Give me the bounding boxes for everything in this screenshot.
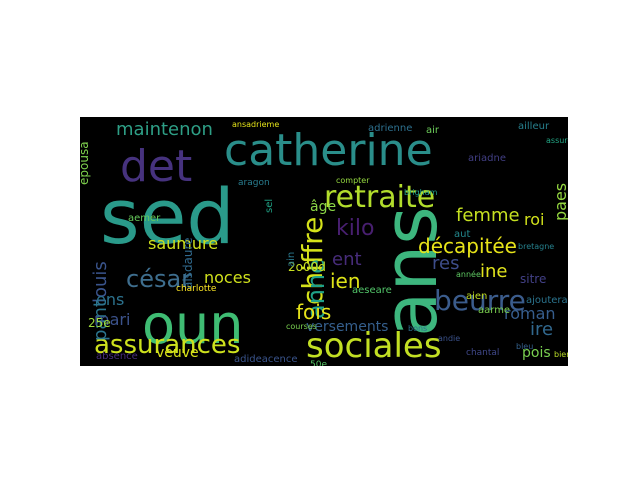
cloud-word: bretagne	[518, 242, 554, 251]
cloud-word: brigham	[404, 188, 438, 197]
cloud-word: beurre	[434, 284, 526, 317]
cloud-word: femme	[456, 205, 520, 226]
cloud-word: ens	[96, 290, 124, 309]
cloud-word: aarme	[478, 305, 510, 316]
cloud-word: ans	[368, 206, 454, 337]
cloud-word: assuré	[546, 135, 568, 145]
cloud-word: césar	[126, 265, 191, 293]
cloud-word: retraite	[324, 180, 435, 215]
word-cloud-canvas: sed ans catherine oun det retraite sociales ass…	[80, 117, 568, 366]
cloud-word: ailleur	[518, 121, 550, 132]
word-cloud: sed ans catherine oun det retraite sociales ass…	[80, 117, 568, 366]
cloud-word: det	[120, 141, 192, 192]
cloud-word: chantal	[466, 348, 499, 358]
cloud-word: anne	[302, 259, 330, 319]
cloud-word: pois	[522, 345, 551, 361]
cloud-word: chiffre	[296, 217, 329, 305]
cloud-word: pant	[90, 300, 111, 341]
cloud-word: ariadne	[468, 153, 506, 164]
cloud-word: absence	[96, 351, 138, 362]
cloud-word: décapitée	[418, 234, 517, 258]
cloud-word: aien	[466, 291, 487, 302]
cloud-word: année	[456, 269, 481, 279]
cloud-word: assurances	[94, 330, 240, 360]
cloud-word: courses	[286, 322, 317, 331]
word-cloud-background	[80, 117, 568, 366]
cloud-word: aragon	[238, 178, 270, 188]
cloud-word: aemer	[128, 213, 161, 224]
cloud-word: 50e	[310, 360, 327, 366]
cloud-word: ien	[330, 269, 361, 293]
cloud-word: ine	[480, 261, 507, 282]
cloud-word: adideacence	[234, 354, 298, 365]
cloud-word: noces	[204, 268, 251, 287]
cloud-word: ire	[530, 319, 553, 340]
cloud-word: air	[426, 125, 440, 136]
cloud-word: sociales	[306, 326, 442, 366]
cloud-word: aut	[454, 229, 470, 240]
cloud-word: fois	[296, 300, 331, 324]
cloud-word: ain	[286, 252, 297, 267]
cloud-word: oun	[142, 293, 244, 356]
cloud-word: charlotte	[176, 284, 217, 294]
cloud-word: roi	[524, 210, 544, 229]
cloud-word: ansadrieme	[232, 120, 279, 129]
cloud-word: saumure	[148, 234, 218, 253]
cloud-word: bien	[554, 350, 568, 359]
cloud-word: aeseare	[352, 285, 392, 296]
cloud-word: res	[432, 253, 459, 274]
cloud-word: épousa	[80, 141, 91, 185]
cloud-word: mari	[94, 310, 130, 329]
cloud-word: kilo	[336, 216, 374, 241]
cloud-word: roman	[504, 304, 556, 323]
cloud-word: 2o00d	[288, 260, 326, 274]
cloud-word: ajoutera	[526, 295, 568, 306]
cloud-word: sed	[100, 172, 235, 261]
cloud-word: versements	[306, 319, 388, 335]
cloud-word: âge	[310, 199, 336, 215]
cloud-word: andie	[438, 334, 460, 343]
cloud-word: maintenon	[116, 119, 213, 140]
cloud-word: aisdaure	[181, 237, 195, 289]
cloud-word: sitre	[520, 272, 546, 286]
cloud-word: bleu	[516, 342, 533, 351]
cloud-word: ent	[332, 249, 362, 270]
cloud-word: paes	[551, 183, 568, 221]
cloud-word: adrienne	[368, 123, 412, 134]
cloud-word: catherine	[224, 125, 433, 176]
cloud-word: louis	[90, 261, 111, 303]
cloud-word: compter	[336, 176, 370, 185]
cloud-word: bons	[408, 324, 427, 333]
cloud-word: 25e	[88, 316, 111, 330]
cloud-word: sel	[264, 199, 275, 213]
cloud-word: veuve	[156, 345, 199, 361]
